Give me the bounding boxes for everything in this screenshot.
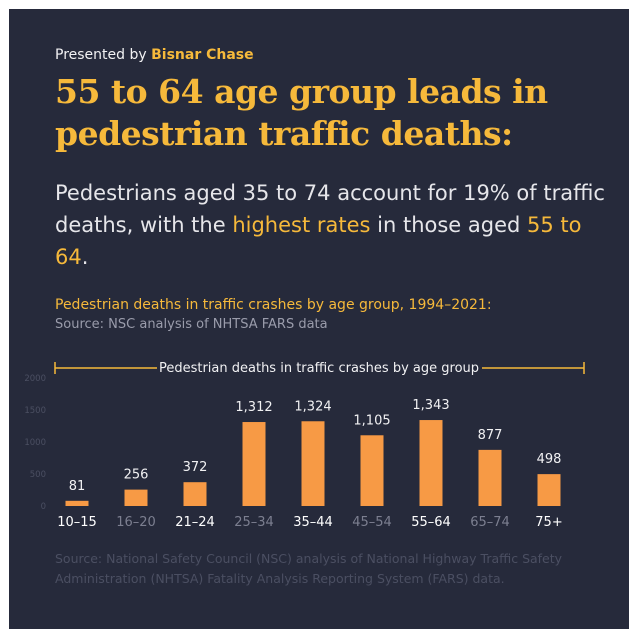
value-label: 256 <box>124 468 149 483</box>
y-tick-label: 1000 <box>24 438 46 448</box>
category-labels: 10–15 16–20 21–24 25–34 35–44 45–54 55–64 65–74… <box>57 515 563 530</box>
presented-by-line: Presented by Bisnar Chase <box>55 47 254 63</box>
footer-source: Source: National Safety Council (NSC) an… <box>55 551 563 586</box>
value-label: 877 <box>478 428 503 443</box>
bar <box>537 474 561 506</box>
chart-title: Pedestrian deaths in traffic crashes by … <box>159 361 479 376</box>
subtitle-part3: . <box>81 245 89 269</box>
presented-prefix: Presented by <box>55 47 152 63</box>
brand-name: Bisnar Chase <box>151 47 254 63</box>
bar <box>478 449 502 506</box>
category-label: 35–44 <box>293 515 333 530</box>
subtitle-part1: Pedestrians aged 35 to 74 account for 19… <box>55 181 605 237</box>
infographic-panel: Presented by Bisnar Chase 55 to 64 age g… <box>9 9 629 629</box>
category-label: 10–15 <box>57 515 97 530</box>
chart-caption: Pedestrian deaths in traffic crashes by … <box>55 297 492 313</box>
value-label: 372 <box>183 460 208 475</box>
category-label: 25–34 <box>234 515 274 530</box>
y-tick-label: 1500 <box>24 406 46 416</box>
category-label: 75+ <box>535 515 562 530</box>
bar <box>419 420 443 506</box>
value-labels: 81 256 372 1,312 1,324 1,105 1,343 877 498 <box>69 398 562 494</box>
value-label: 498 <box>537 452 562 467</box>
y-axis-ticks: 0 500 1000 1500 2000 <box>24 374 46 512</box>
bar <box>124 489 148 506</box>
bar <box>242 422 266 506</box>
category-label: 21–24 <box>175 515 215 530</box>
subtitle-highlight-ages: 55 to 64 <box>55 213 582 269</box>
bar <box>65 500 89 506</box>
value-label: 1,105 <box>353 413 390 428</box>
chart-source: Source: NSC analysis of NHTSA FARS data <box>55 317 328 332</box>
value-label: 81 <box>69 479 86 494</box>
category-label: 65–74 <box>470 515 510 530</box>
category-label: 45–54 <box>352 515 392 530</box>
bar <box>183 482 207 506</box>
y-tick-label: 0 <box>41 502 46 512</box>
headline: 55 to 64 age group leads in pedestrian t… <box>55 72 548 153</box>
bars <box>65 420 561 506</box>
subtitle-part2: in those aged <box>370 213 528 237</box>
bar <box>360 435 384 506</box>
y-tick-label: 500 <box>30 470 46 480</box>
bar <box>301 421 325 506</box>
y-tick-label: 2000 <box>24 374 46 384</box>
subtitle-highlight-rates: highest rates <box>232 213 371 237</box>
subtitle: Pedestrians aged 35 to 74 account for 19… <box>55 177 621 273</box>
value-label: 1,343 <box>412 398 449 413</box>
value-label: 1,324 <box>294 399 331 414</box>
category-label: 55–64 <box>411 515 451 530</box>
value-label: 1,312 <box>235 400 272 415</box>
category-label: 16–20 <box>116 515 156 530</box>
